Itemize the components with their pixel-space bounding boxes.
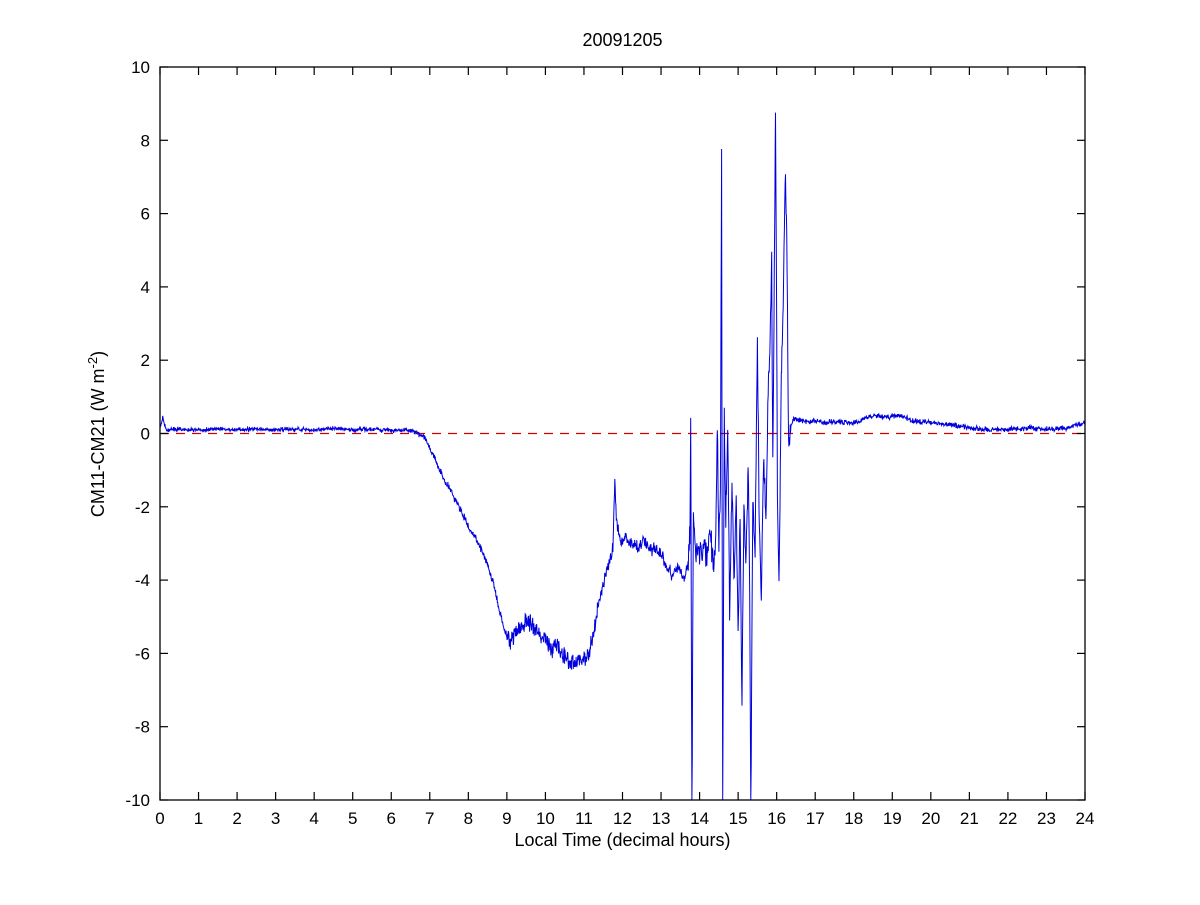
y-tick-label: 8 bbox=[141, 131, 150, 150]
x-tick-label: 21 bbox=[960, 809, 979, 828]
y-axis-label-exponent: -2 bbox=[85, 356, 100, 369]
chart-title: 20091205 bbox=[582, 30, 663, 50]
x-tick-label: 0 bbox=[155, 809, 164, 828]
y-tick-label: 2 bbox=[141, 351, 150, 370]
y-tick-label: 0 bbox=[141, 425, 150, 444]
axes-layer: 0 1 2 3 4 5 6 7 8 9 10 11 12 13 14 15 16 17 18 19 20 21 22 23 24… bbox=[125, 58, 1094, 828]
x-tick-label: 1 bbox=[194, 809, 203, 828]
x-tick-label: 2 bbox=[232, 809, 241, 828]
x-tick-label: 16 bbox=[767, 809, 786, 828]
x-tick-label: 5 bbox=[348, 809, 357, 828]
x-tick-label: 8 bbox=[464, 809, 473, 828]
x-tick-label: 14 bbox=[690, 809, 709, 828]
data-series-line bbox=[159, 112, 1086, 801]
y-tick-label: -8 bbox=[135, 718, 150, 737]
x-tick-label: 17 bbox=[806, 809, 825, 828]
x-tick-label: 11 bbox=[575, 809, 593, 828]
y-tick-label: 4 bbox=[141, 278, 150, 297]
x-tick-label: 19 bbox=[883, 809, 902, 828]
x-tick-label: 12 bbox=[613, 809, 632, 828]
x-tick-label: 6 bbox=[387, 809, 396, 828]
y-tick-label: 10 bbox=[131, 58, 150, 77]
y-tick-label: -6 bbox=[135, 644, 150, 663]
x-tick-label: 22 bbox=[998, 809, 1017, 828]
y-tick-label: -10 bbox=[125, 791, 150, 810]
x-tick-label: 9 bbox=[502, 809, 511, 828]
x-tick-label: 4 bbox=[309, 809, 318, 828]
x-tick-label: 3 bbox=[271, 809, 280, 828]
x-tick-label: 24 bbox=[1076, 809, 1095, 828]
x-axis-label: Local Time (decimal hours) bbox=[514, 830, 731, 850]
y-axis-label-main: CM11-CM21 (W m bbox=[88, 368, 108, 518]
x-tick-label: 20 bbox=[921, 809, 940, 828]
x-tick-label: 15 bbox=[729, 809, 748, 828]
series-layer bbox=[159, 112, 1086, 801]
x-tick-label: 23 bbox=[1037, 809, 1056, 828]
x-tick-label: 7 bbox=[425, 809, 434, 828]
x-tick-label: 18 bbox=[844, 809, 863, 828]
y-tick-label: -2 bbox=[135, 498, 150, 517]
y-axis-label: CM11-CM21 (W m-2) bbox=[85, 351, 109, 517]
y-tick-label: -4 bbox=[135, 571, 150, 590]
y-axis-label-close: ) bbox=[88, 350, 108, 357]
x-tick-label: 13 bbox=[652, 809, 671, 828]
x-tick-label: 10 bbox=[536, 809, 555, 828]
y-tick-label: 6 bbox=[141, 205, 150, 224]
